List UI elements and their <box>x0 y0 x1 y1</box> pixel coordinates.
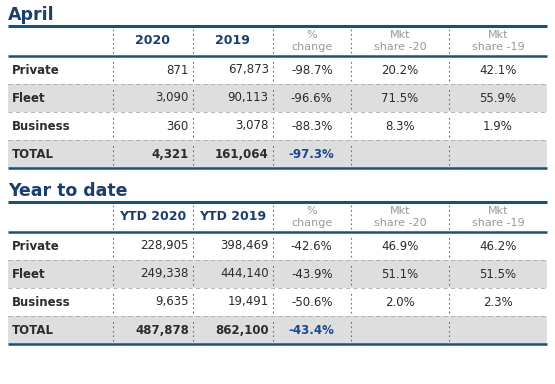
Text: 67,873: 67,873 <box>228 63 269 76</box>
Text: -42.6%: -42.6% <box>291 240 332 253</box>
Text: 90,113: 90,113 <box>228 91 269 104</box>
Text: Year to date: Year to date <box>8 182 128 200</box>
Text: -88.3%: -88.3% <box>291 119 332 132</box>
Text: 8.3%: 8.3% <box>385 119 415 132</box>
Text: YTD 2020: YTD 2020 <box>119 210 186 223</box>
Text: TOTAL: TOTAL <box>12 323 54 336</box>
Text: %
change: % change <box>291 30 332 52</box>
Bar <box>8 316 547 344</box>
Text: 20.2%: 20.2% <box>381 63 418 76</box>
Text: 19,491: 19,491 <box>228 296 269 308</box>
Text: 46.2%: 46.2% <box>480 240 517 253</box>
Text: 2.0%: 2.0% <box>385 296 415 308</box>
Text: April: April <box>8 6 54 24</box>
Text: 51.5%: 51.5% <box>480 268 517 280</box>
Text: 1.9%: 1.9% <box>483 119 513 132</box>
Text: YTD 2019: YTD 2019 <box>199 210 266 223</box>
Text: 2020: 2020 <box>135 35 170 48</box>
Text: 487,878: 487,878 <box>135 323 189 336</box>
Text: 2019: 2019 <box>215 35 250 48</box>
Text: Mkt
share -19: Mkt share -19 <box>472 206 524 228</box>
Bar <box>8 140 547 168</box>
Text: -50.6%: -50.6% <box>291 296 332 308</box>
Text: %
change: % change <box>291 206 332 228</box>
Text: 42.1%: 42.1% <box>480 63 517 76</box>
Text: 161,064: 161,064 <box>215 147 269 161</box>
Text: 444,140: 444,140 <box>220 268 269 280</box>
Text: -43.9%: -43.9% <box>291 268 332 280</box>
Text: 398,469: 398,469 <box>220 240 269 253</box>
Text: Business: Business <box>12 296 70 308</box>
Text: Mkt
share -20: Mkt share -20 <box>374 206 426 228</box>
Bar <box>8 260 547 288</box>
Text: Fleet: Fleet <box>12 91 46 104</box>
Text: 9,635: 9,635 <box>155 296 189 308</box>
Text: -98.7%: -98.7% <box>291 63 332 76</box>
Text: -96.6%: -96.6% <box>291 91 332 104</box>
Text: Mkt
share -20: Mkt share -20 <box>374 30 426 52</box>
Text: TOTAL: TOTAL <box>12 147 54 161</box>
Text: Fleet: Fleet <box>12 268 46 280</box>
Text: Private: Private <box>12 63 60 76</box>
Text: 862,100: 862,100 <box>215 323 269 336</box>
Text: 71.5%: 71.5% <box>381 91 418 104</box>
Text: 55.9%: 55.9% <box>480 91 517 104</box>
Text: -43.4%: -43.4% <box>289 323 335 336</box>
Text: -97.3%: -97.3% <box>289 147 335 161</box>
Text: Private: Private <box>12 240 60 253</box>
Text: 4,321: 4,321 <box>152 147 189 161</box>
Text: 46.9%: 46.9% <box>381 240 418 253</box>
Text: 871: 871 <box>166 63 189 76</box>
Text: 3,090: 3,090 <box>155 91 189 104</box>
Text: 228,905: 228,905 <box>140 240 189 253</box>
Text: 3,078: 3,078 <box>235 119 269 132</box>
Text: 2.3%: 2.3% <box>483 296 513 308</box>
Text: 360: 360 <box>166 119 189 132</box>
Bar <box>8 84 547 112</box>
Text: Mkt
share -19: Mkt share -19 <box>472 30 524 52</box>
Text: 51.1%: 51.1% <box>381 268 418 280</box>
Text: 249,338: 249,338 <box>140 268 189 280</box>
Text: Business: Business <box>12 119 70 132</box>
